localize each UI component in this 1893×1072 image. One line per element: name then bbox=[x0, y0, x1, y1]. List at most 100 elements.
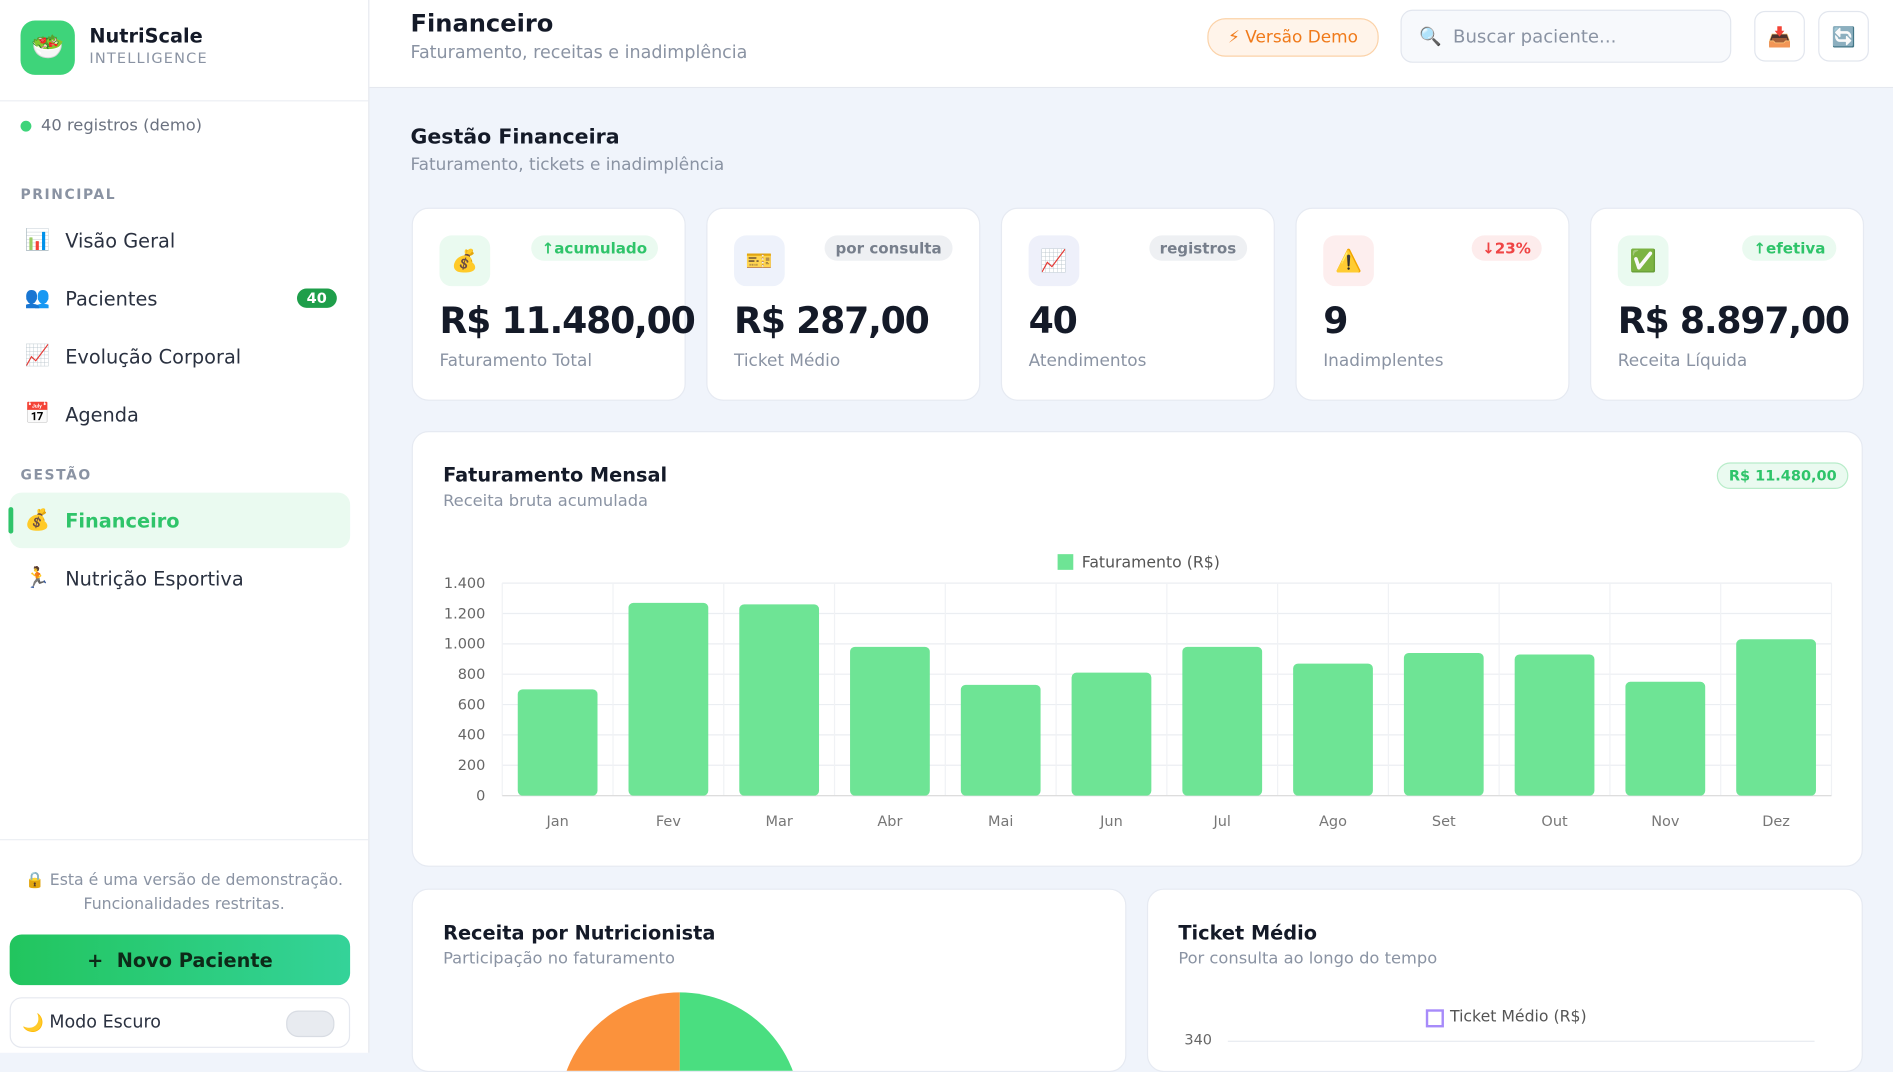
dark-mode-toggle[interactable]: 🌙 Modo Escuro bbox=[9, 997, 351, 1048]
chart-badge: R$ 11.480,00 bbox=[1716, 462, 1849, 489]
card-tag: ↑acumulado bbox=[530, 235, 658, 261]
bar bbox=[1514, 654, 1595, 796]
y-tick-label: 200 bbox=[458, 758, 486, 774]
button-label: Novo Paciente bbox=[116, 948, 273, 972]
nav-item[interactable]: 📅 Agenda bbox=[24, 402, 139, 427]
section-title: GESTÃO bbox=[20, 466, 92, 483]
grid-line bbox=[1227, 1040, 1815, 1042]
chart-card: Faturamento Mensal Receita bruta acumula… bbox=[411, 431, 1863, 867]
logo: 🥗 bbox=[20, 20, 75, 75]
bar bbox=[739, 604, 820, 796]
nav-item[interactable]: 📊 Visão Geral bbox=[24, 228, 176, 253]
x-tick-label: Jun bbox=[1099, 814, 1123, 830]
bar bbox=[1736, 639, 1816, 796]
card-title: Ticket Médio bbox=[1178, 921, 1318, 945]
nav-item[interactable]: 🏃 Nutrição Esportiva bbox=[24, 566, 244, 591]
legend-swatch bbox=[1057, 554, 1074, 570]
x-tick-label: Set bbox=[1432, 814, 1456, 830]
bar bbox=[517, 689, 598, 796]
page-title: Financeiro bbox=[410, 8, 554, 38]
nav-item[interactable]: 📈 Evolução Corporal bbox=[24, 344, 242, 369]
card-icon: 🎫 bbox=[734, 235, 785, 287]
card-tag: por consulta bbox=[824, 235, 953, 261]
card-icon: 💰 bbox=[439, 235, 491, 287]
x-tick-label: Out bbox=[1541, 814, 1568, 830]
x-tick-label: Ago bbox=[1319, 814, 1347, 830]
legend-swatch bbox=[1425, 1009, 1444, 1028]
y-tick-label: 600 bbox=[458, 697, 486, 713]
tag-text: registros bbox=[1159, 239, 1237, 258]
ticket-card: Ticket Médio Por consulta ao longo do te… bbox=[1146, 888, 1863, 1072]
kpi-card: ⚠️ ↓23% 9 Inadimplentes bbox=[1295, 207, 1570, 401]
y-tick-label: 1.000 bbox=[444, 637, 485, 653]
chart-subtitle: Receita bruta acumulada bbox=[443, 491, 649, 511]
bar bbox=[1293, 663, 1373, 796]
y-tick-label: 0 bbox=[476, 788, 485, 804]
x-tick-label: Dez bbox=[1762, 814, 1790, 830]
badge: 40 bbox=[296, 288, 337, 308]
card-tag: registros bbox=[1148, 235, 1248, 261]
card-label: Ticket Médio bbox=[734, 351, 841, 371]
y-tick-label: 800 bbox=[458, 667, 486, 683]
card-value: 40 bbox=[1028, 300, 1078, 343]
nav-item-active[interactable]: 💰 Financeiro bbox=[8, 492, 351, 549]
bar bbox=[1403, 652, 1484, 796]
card-value: R$ 8.897,00 bbox=[1617, 300, 1850, 343]
x-tick-label: Nov bbox=[1651, 814, 1680, 830]
y-tick-label: 400 bbox=[458, 728, 486, 744]
card-title: Receita por Nutricionista bbox=[443, 921, 716, 945]
search-placeholder: Buscar paciente... bbox=[1453, 25, 1617, 48]
nav-label: Pacientes bbox=[65, 286, 158, 310]
kpi-card: 💰 ↑acumulado R$ 11.480,00 Faturamento To… bbox=[411, 207, 696, 401]
card-value: R$ 11.480,00 bbox=[439, 300, 695, 343]
tag-text: acumulado bbox=[554, 239, 648, 258]
x-tick-label: Jul bbox=[1213, 814, 1231, 830]
sidebar: 🥗 NutriScale INTELLIGENCE 40 registros (… bbox=[0, 0, 370, 1053]
section-title: PRINCIPAL bbox=[20, 185, 117, 203]
card-tag: ↑efetiva bbox=[1742, 235, 1837, 261]
bar bbox=[1625, 681, 1706, 796]
kpi-card: ✅ ↑efetiva R$ 8.897,00 Receita Líquida bbox=[1590, 207, 1865, 401]
bar-chart: 0 200 400 600 800 1.000 1.200 1.400 Faturamento … bbox=[444, 552, 1833, 830]
notice: 🔒 Esta é uma versão de demonstração. Fun… bbox=[25, 871, 343, 914]
new-patient-button[interactable]: + Novo Paciente bbox=[9, 934, 351, 986]
bar bbox=[1182, 646, 1263, 796]
card-label: Faturamento Total bbox=[439, 351, 593, 371]
tag-text: 23% bbox=[1494, 239, 1531, 258]
nav-item[interactable]: 👥 Pacientes 40 bbox=[10, 270, 350, 326]
x-tick-label: Mai bbox=[988, 814, 1013, 830]
chart-title: Faturamento Mensal bbox=[443, 463, 668, 487]
card-icon: ✅ bbox=[1617, 235, 1669, 287]
refresh-button[interactable]: 🔄 bbox=[1818, 10, 1869, 62]
brand: NutriScale bbox=[89, 24, 203, 48]
pie bbox=[566, 992, 793, 1071]
card-value: R$ 287,00 bbox=[734, 300, 930, 343]
card-subtitle: Participação no faturamento bbox=[443, 948, 675, 969]
y-tick-label: 1.400 bbox=[444, 576, 485, 592]
bar bbox=[960, 684, 1041, 796]
card-label: Atendimentos bbox=[1028, 351, 1147, 371]
nav-label: Evolução Corporal bbox=[65, 344, 242, 368]
y-tick-label: 340 bbox=[1184, 1031, 1213, 1048]
section-title: Gestão Financeira bbox=[410, 125, 620, 150]
kpi-card: 🎫 por consulta R$ 287,00 Ticket Médio bbox=[706, 207, 981, 401]
toggle-label: Modo Escuro bbox=[49, 1012, 162, 1033]
x-tick-label: Abr bbox=[877, 814, 902, 830]
divider bbox=[0, 839, 369, 841]
y-tick-label: 1.200 bbox=[444, 606, 485, 622]
bar bbox=[628, 602, 709, 796]
demo-label: Versão Demo bbox=[1245, 27, 1358, 48]
export-button[interactable]: 📥 bbox=[1754, 10, 1805, 62]
card-value: 9 bbox=[1323, 300, 1348, 343]
search-box[interactable]: 🔍 Buscar paciente... bbox=[1400, 9, 1732, 63]
tag-text: por consulta bbox=[835, 239, 942, 258]
kpi-card: 📈 registros 40 Atendimentos bbox=[1000, 207, 1275, 401]
brand-sub: INTELLIGENCE bbox=[89, 49, 208, 67]
x-tick-label: Fev bbox=[656, 814, 681, 830]
nav-label: Visão Geral bbox=[65, 228, 176, 252]
section-subtitle: Faturamento, tickets e inadimplência bbox=[410, 155, 725, 176]
card-icon: ⚠️ bbox=[1323, 235, 1374, 287]
nav-label: Nutrição Esportiva bbox=[65, 566, 244, 590]
